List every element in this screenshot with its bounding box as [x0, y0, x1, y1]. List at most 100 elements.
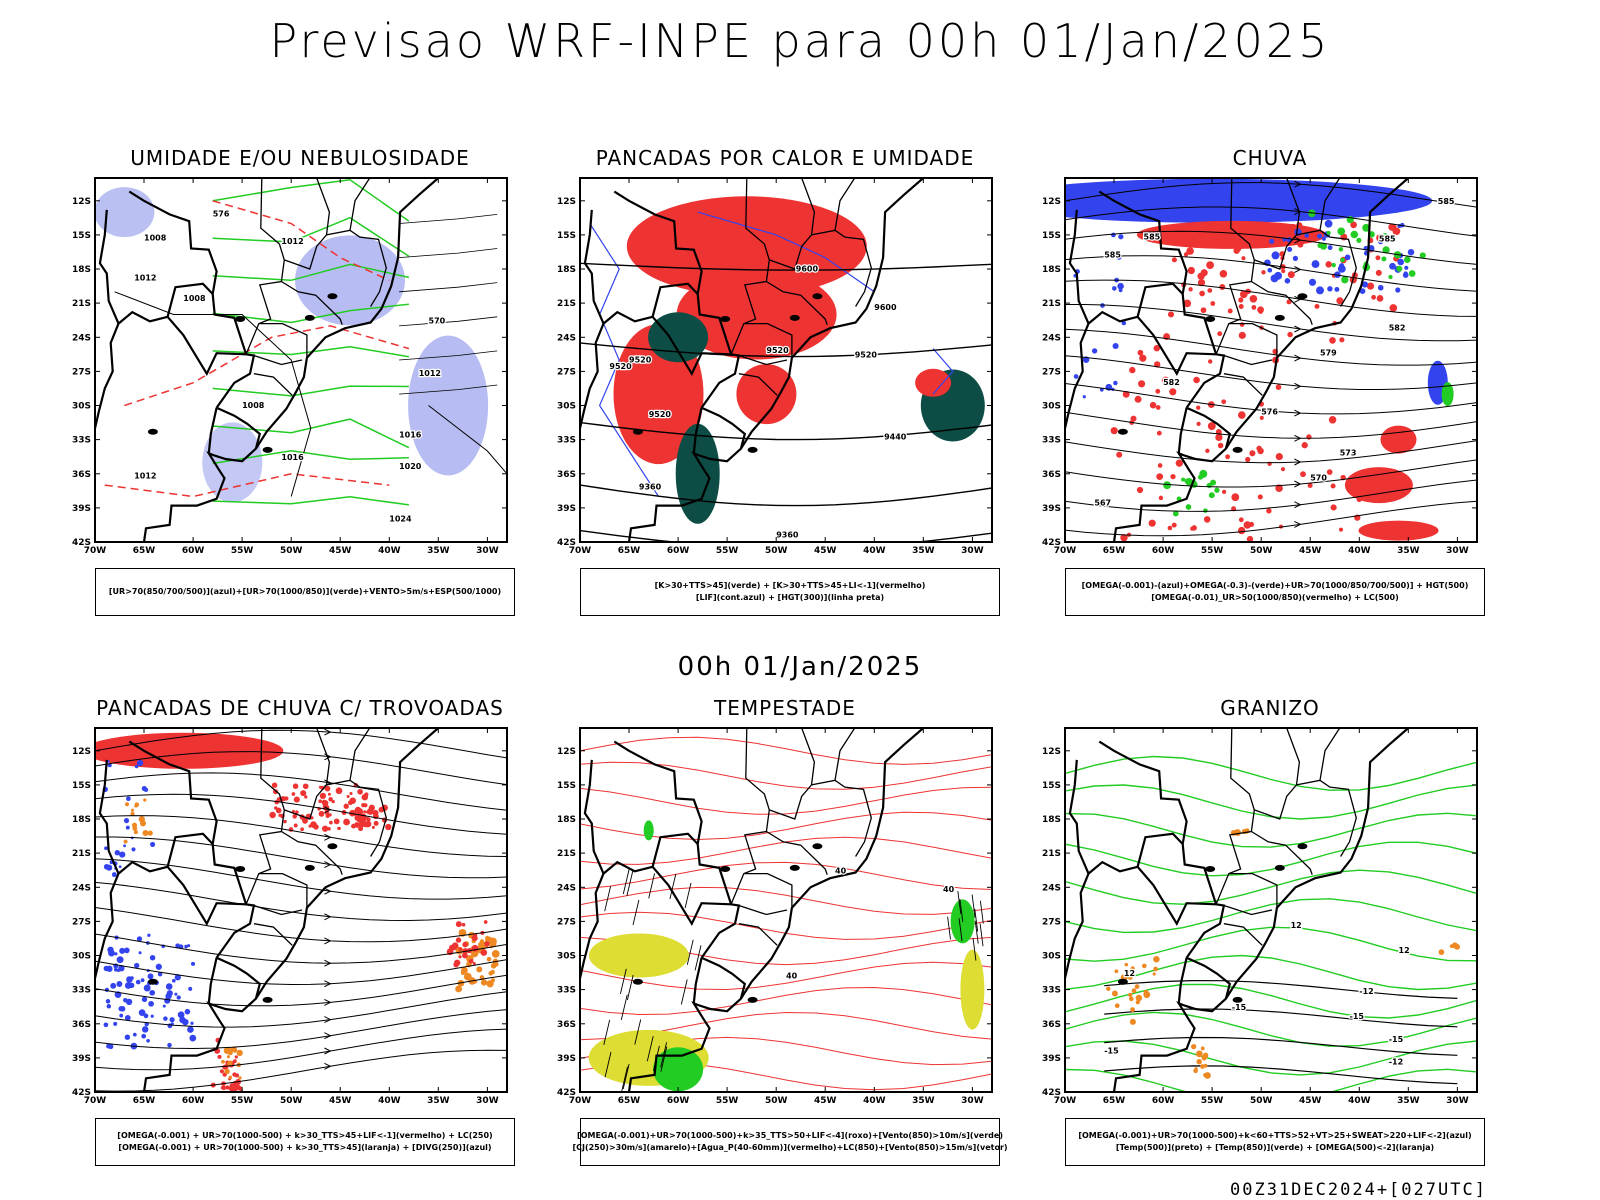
state-border — [766, 830, 828, 875]
thunder-cell — [293, 823, 298, 828]
divergence-cell — [155, 963, 162, 970]
wind-vector — [660, 1046, 668, 1072]
geography-wrap: 40 40 40 — [580, 728, 956, 1092]
divergence-cell — [190, 961, 196, 966]
wind-vector — [604, 886, 612, 912]
thunder-cell — [363, 810, 367, 814]
wind-vector — [648, 873, 656, 899]
rain-cell — [1275, 384, 1282, 390]
thunder-cell — [278, 813, 282, 817]
omega-strong-cell — [1419, 252, 1426, 259]
legend-line: [OMEGA(-0.001) + UR>70(1000-500) + k>30_… — [118, 1143, 492, 1152]
divergence-cell — [134, 962, 140, 969]
rain-cell — [1338, 527, 1344, 532]
omega-strong-cell — [1181, 477, 1186, 482]
lat-tick-label: 30S — [557, 402, 576, 412]
divergence-cell — [119, 1013, 124, 1018]
rain-cell — [1161, 376, 1170, 385]
shower-cell — [486, 956, 492, 962]
geography-layer — [1065, 728, 1410, 1092]
divergence-cell — [188, 986, 193, 991]
lat-tick-label: 12S — [557, 197, 576, 207]
stream-arrow — [324, 998, 332, 1006]
hgt300-contour — [580, 262, 992, 271]
hgt500-streamline — [1065, 500, 1477, 537]
omega-cell — [1082, 395, 1086, 399]
lat-tick-label: 39S — [557, 504, 576, 514]
shower-cell — [221, 1059, 225, 1064]
rain-cell — [1207, 288, 1213, 293]
rain-cell — [1175, 459, 1183, 467]
contour-label: 585 — [1438, 197, 1455, 206]
rain-cell — [1196, 421, 1201, 427]
divergence-cell — [174, 974, 181, 981]
lc250-streamline — [95, 959, 507, 986]
thunder-cell — [271, 782, 278, 788]
rain-cell — [1148, 519, 1156, 527]
hgt300-contour — [580, 421, 992, 441]
lon-tick-label: 65W — [618, 1096, 641, 1106]
hgt500-streamline — [1065, 182, 1477, 208]
lc850-streamline — [580, 986, 992, 1016]
rain-cell — [1149, 401, 1157, 409]
lat-tick-label: 30S — [1042, 952, 1061, 962]
lc250-streamline — [95, 751, 507, 786]
stream-arrow — [324, 1016, 332, 1024]
rain-cell — [1156, 430, 1162, 436]
thunder-cell — [371, 825, 375, 829]
divergence-cell — [123, 947, 130, 954]
state-border — [253, 354, 303, 366]
omega-cell — [1327, 245, 1333, 251]
lon-tick-label: 55W — [231, 546, 254, 556]
omega-strong-cell — [1331, 262, 1336, 268]
wind-vector — [947, 916, 951, 940]
lat-tick-label: 27S — [72, 367, 91, 377]
rain-cell — [1221, 399, 1227, 405]
contour-label-layer: -12 -12 -15 -15 -15 -15 12 12 12 — [1103, 920, 1411, 1068]
contour-label: -15 — [1104, 1046, 1119, 1055]
lat-tick-label: 21S — [72, 299, 91, 309]
stream-arrow — [324, 913, 332, 921]
lon-tick-label: 55W — [1201, 1096, 1224, 1106]
shower-cell — [492, 953, 497, 958]
lon-tick-label: 70W — [569, 1096, 592, 1106]
divergence-cell — [143, 984, 151, 992]
state-border — [811, 229, 872, 307]
thunder-cell — [232, 1072, 237, 1077]
rain-cell — [1158, 495, 1164, 501]
lon-tick-label: 60W — [667, 546, 690, 556]
contour-label: 9520 — [766, 346, 789, 355]
contour-label: 567 — [1094, 499, 1111, 508]
temp850-contour — [1065, 1011, 1477, 1047]
divergence-cell — [136, 759, 144, 767]
country-border — [580, 860, 653, 979]
shower-cell — [227, 1060, 233, 1067]
wind-vector — [958, 918, 963, 942]
divergence-cell — [143, 1013, 149, 1019]
stream-arrow — [324, 1062, 332, 1070]
temp850-contour — [1065, 983, 1477, 1019]
divergence-cell — [178, 1012, 183, 1016]
wind-vector — [972, 937, 977, 961]
wind-vector — [399, 350, 498, 361]
thunder-cell — [354, 806, 362, 814]
panel-title: GRANIZO — [1220, 696, 1320, 720]
wind-vector — [959, 899, 964, 922]
state-border — [1296, 229, 1357, 307]
divergence-cell — [131, 847, 136, 852]
lat-tick-label: 24S — [1042, 333, 1061, 343]
omega500-cell — [1124, 962, 1129, 967]
contour-label: 9360 — [639, 483, 662, 492]
divergence-cell — [134, 764, 139, 769]
lc250-streamline — [95, 858, 507, 900]
state-border — [738, 923, 778, 946]
thunder-cell — [295, 810, 299, 814]
lon-tick-label: 35W — [427, 546, 450, 556]
hgt500-streamline — [1065, 328, 1477, 366]
lat-tick-label: 30S — [72, 402, 91, 412]
rain-cell — [1275, 484, 1283, 493]
divergence-cell — [171, 978, 176, 983]
omega-cell — [1271, 251, 1280, 260]
stream-arrow — [324, 937, 332, 945]
country-border — [207, 407, 218, 454]
